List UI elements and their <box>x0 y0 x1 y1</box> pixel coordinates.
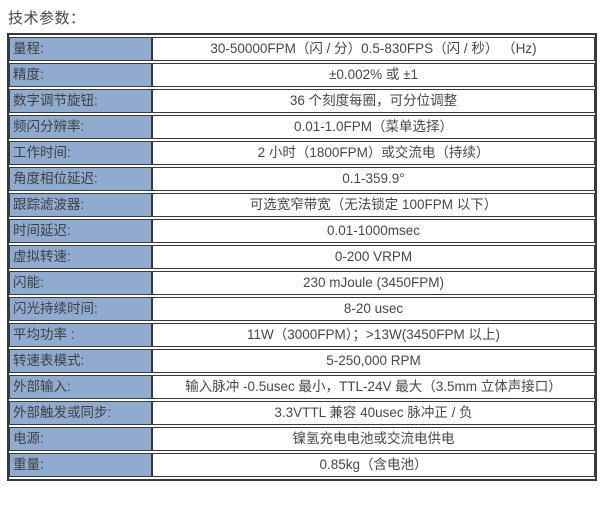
spec-value: 0-200 VRPM <box>152 245 595 269</box>
table-row: 外部输入: 输入脉冲 -0.5usec 最小，TTL-24V 最大（3.5mm … <box>9 375 595 399</box>
table-row: 角度相位延迟: 0.1-359.9° <box>9 167 595 191</box>
table-row: 电源: 镍氢充电电池或交流电供电 <box>9 427 595 451</box>
spec-value: 3.3VTTL 兼容 40usec 脉冲正 / 负 <box>152 401 595 425</box>
table-row: 数字调节旋钮: 36 个刻度每圈，可分位调整 <box>9 89 595 113</box>
spec-label: 虚拟转速: <box>9 245 152 269</box>
spec-value: 5-250,000 RPM <box>152 349 595 373</box>
spec-value: 0.01-1000msec <box>152 219 595 243</box>
table-row: 频闪分辨率: 0.01-1.0FPM（菜单选择） <box>9 115 595 139</box>
spec-label: 平均功率 : <box>9 323 152 347</box>
table-row: 闪能: 230 mJoule (3450FPM) <box>9 271 595 295</box>
spec-label: 转速表模式: <box>9 349 152 373</box>
table-row: 时间延迟: 0.01-1000msec <box>9 219 595 243</box>
spec-value: 输入脉冲 -0.5usec 最小，TTL-24V 最大（3.5mm 立体声接口） <box>152 375 595 399</box>
spec-label: 电源: <box>9 427 152 451</box>
table-row: 转速表模式: 5-250,000 RPM <box>9 349 595 373</box>
spec-value: 30-50000FPM（闪 / 分）0.5-830FPS（闪 / 秒） （Hz) <box>152 37 595 61</box>
table-row: 量程: 30-50000FPM（闪 / 分）0.5-830FPS（闪 / 秒） … <box>9 37 595 61</box>
table-row: 工作时间: 2 小时（1800FPM）或交流电（持续） <box>9 141 595 165</box>
spec-label: 精度: <box>9 63 152 87</box>
spec-label: 外部触发或同步: <box>9 401 152 425</box>
spec-label: 闪光持续时间: <box>9 297 152 321</box>
spec-value: 0.01-1.0FPM（菜单选择） <box>152 115 595 139</box>
spec-value: 36 个刻度每圈，可分位调整 <box>152 89 595 113</box>
spec-value: 0.1-359.9° <box>152 167 595 191</box>
spec-label: 闪能: <box>9 271 152 295</box>
table-row: 虚拟转速: 0-200 VRPM <box>9 245 595 269</box>
spec-value: ±0.002% 或 ±1 <box>152 63 595 87</box>
spec-value: 镍氢充电电池或交流电供电 <box>152 427 595 451</box>
spec-label: 工作时间: <box>9 141 152 165</box>
table-row: 跟踪滤波器: 可选宽窄带宽（无法锁定 100FPM 以下） <box>9 193 595 217</box>
spec-label: 数字调节旋钮: <box>9 89 152 113</box>
table-row: 精度: ±0.002% 或 ±1 <box>9 63 595 87</box>
spec-label: 时间延迟: <box>9 219 152 243</box>
spec-value: 可选宽窄带宽（无法锁定 100FPM 以下） <box>152 193 595 217</box>
page-title: 技术参数： <box>8 10 86 27</box>
specs-table: 量程: 30-50000FPM（闪 / 分）0.5-830FPS（闪 / 秒） … <box>7 33 597 481</box>
specs-table-body: 量程: 30-50000FPM（闪 / 分）0.5-830FPS（闪 / 秒） … <box>9 37 595 477</box>
spec-value: 11W（3000FPM）；>13W(3450FPM 以上) <box>152 323 595 347</box>
spec-label: 角度相位延迟: <box>9 167 152 191</box>
spec-label: 外部输入: <box>9 375 152 399</box>
spec-label: 跟踪滤波器: <box>9 193 152 217</box>
table-row: 平均功率 : 11W（3000FPM）；>13W(3450FPM 以上) <box>9 323 595 347</box>
spec-value: 8-20 usec <box>152 297 595 321</box>
table-row: 外部触发或同步: 3.3VTTL 兼容 40usec 脉冲正 / 负 <box>9 401 595 425</box>
table-row: 闪光持续时间: 8-20 usec <box>9 297 595 321</box>
spec-label: 频闪分辨率: <box>9 115 152 139</box>
table-row: 重量: 0.85kg（含电池） <box>9 453 595 477</box>
spec-value: 2 小时（1800FPM）或交流电（持续） <box>152 141 595 165</box>
spec-value: 0.85kg（含电池） <box>152 453 595 477</box>
spec-label: 重量: <box>9 453 152 477</box>
spec-value: 230 mJoule (3450FPM) <box>152 271 595 295</box>
spec-label: 量程: <box>9 37 152 61</box>
